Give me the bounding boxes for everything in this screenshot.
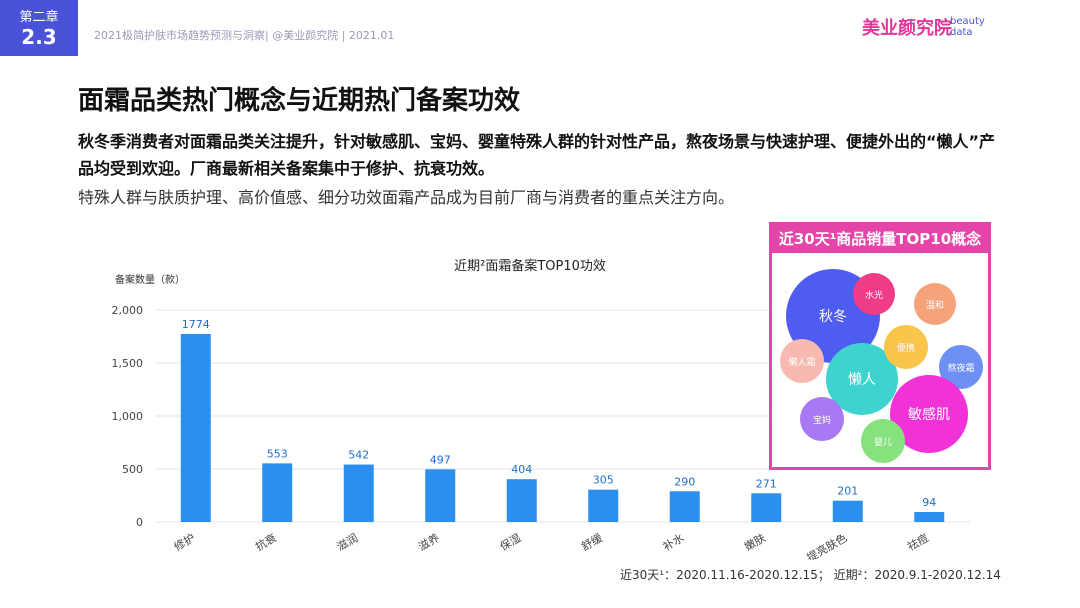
- data-label: 94: [922, 496, 936, 509]
- chapter-badge: 第二章 2.3: [0, 0, 78, 56]
- bubble-chart-title: 近30天¹商品销量TOP10概念: [772, 225, 988, 253]
- bar: [669, 491, 700, 522]
- footnote: 近30天¹：2020.11.16-2020.12.15； 近期²：2020.9.…: [620, 568, 1001, 582]
- data-label: 271: [756, 477, 777, 490]
- y-axis-label: 备案数量（款）: [115, 273, 185, 286]
- bar: [343, 464, 374, 522]
- page-title: 面霜品类热门概念与近期热门备案功效: [78, 86, 521, 116]
- x-tick-label: 舒缓: [579, 530, 605, 553]
- bubble: 便携: [884, 325, 928, 369]
- bar: [180, 333, 211, 522]
- bubble-chart-panel: 近30天¹商品销量TOP10概念 秋冬 水光 温和 懒人霜 懒人 便携 熬夜霜 敏感肌 宝妈 婴儿: [769, 222, 991, 470]
- y-tick-label: 500: [122, 463, 143, 476]
- brand-sub: beauty data: [950, 16, 985, 38]
- chart-title: 近期²面霜备案TOP10功效: [454, 258, 606, 274]
- bubble: 懒人霜: [780, 339, 824, 383]
- x-tick-label: 嫩肤: [742, 530, 768, 553]
- chapter-label: 第二章: [19, 10, 59, 25]
- bubble: 婴儿: [861, 419, 905, 463]
- brand-sub-2: data: [950, 27, 973, 38]
- x-tick-label: 祛痘: [905, 530, 931, 553]
- y-tick-label: 2,000: [112, 304, 144, 317]
- bar: [751, 493, 782, 522]
- x-tick-label: 保湿: [497, 530, 523, 553]
- summary-bold: 秋冬季消费者对面霜品类关注提升，针对敏感肌、宝妈、婴童特殊人群的针对性产品，熬夜…: [78, 132, 996, 178]
- x-tick-label: 抗衰: [253, 530, 279, 553]
- data-label: 497: [430, 453, 451, 466]
- y-tick-label: 1,500: [112, 357, 144, 370]
- x-tick-label: 滋润: [334, 530, 360, 553]
- bar: [832, 500, 863, 522]
- data-label: 1774: [182, 318, 210, 331]
- x-tick-label: 提亮肤色: [804, 530, 849, 560]
- y-tick-label: 1,000: [112, 410, 144, 423]
- bar: [425, 469, 456, 522]
- bubble: 水光: [853, 273, 895, 315]
- x-tick-label: 修护: [171, 530, 197, 553]
- bar: [914, 512, 945, 522]
- bar: [588, 489, 619, 522]
- chapter-number: 2.3: [21, 25, 57, 49]
- brand-logo: 美业颜究院: [862, 18, 952, 39]
- data-label: 201: [837, 485, 858, 498]
- report-line: 2021极简护肤市场趋势预测与洞察| @美业颜究院 | 2021.01: [94, 29, 395, 42]
- bar: [262, 463, 293, 522]
- data-label: 305: [593, 474, 614, 487]
- data-label: 404: [511, 463, 532, 476]
- brand-sub-1: beauty: [950, 16, 985, 27]
- x-tick-label: 补水: [661, 531, 687, 553]
- x-tick-label: 滋养: [416, 530, 442, 553]
- bubble: 宝妈: [800, 397, 844, 441]
- data-label: 553: [267, 447, 288, 460]
- bubble: 温和: [914, 283, 956, 325]
- summary-plain: 特殊人群与肤质护理、高价值感、细分功效面霜产品成为目前厂商与消费者的重点关注方向…: [78, 188, 735, 207]
- bubble: 敏感肌: [890, 375, 968, 453]
- data-label: 542: [348, 449, 369, 462]
- bar: [506, 479, 537, 522]
- y-tick-label: 0: [136, 516, 143, 529]
- data-label: 290: [674, 475, 695, 488]
